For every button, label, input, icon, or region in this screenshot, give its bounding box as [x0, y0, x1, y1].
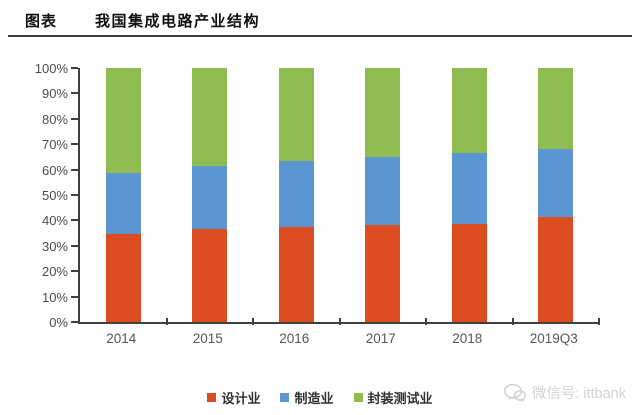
bar-segment-manufacturing-2019Q3 [538, 149, 574, 217]
y-tick [71, 244, 78, 247]
watermark: 微信号: ittbank [503, 382, 626, 403]
y-tick [71, 92, 78, 95]
x-axis-label-2019Q3: 2019Q3 [529, 331, 578, 346]
bar-segment-manufacturing-2016 [278, 160, 314, 227]
figure-label: 图表 [25, 12, 58, 30]
x-tick [252, 318, 254, 325]
bar-segment-design-2017 [365, 225, 401, 322]
x-tick [598, 318, 600, 325]
header-divider [8, 35, 632, 37]
y-tick-label: 100% [34, 61, 68, 76]
x-tick [165, 318, 168, 325]
y-tick [71, 117, 78, 120]
x-axis-label-2014: 2014 [106, 331, 137, 346]
y-tick [71, 321, 78, 323]
y-tick [71, 219, 78, 222]
y-tick-label: 30% [41, 238, 68, 254]
bar-segment-packaging-testing-2017 [365, 68, 401, 157]
figure-title: 我国集成电路产业结构 [95, 12, 261, 30]
y-tick [71, 194, 78, 196]
legend-swatch-packaging-testing [353, 393, 363, 402]
bar-segment-packaging-testing-2014 [105, 68, 141, 174]
y-tick-label: 60% [41, 162, 68, 178]
legend-label-manufacturing: 制造业 [294, 392, 334, 407]
plot-area [71, 67, 600, 325]
x-tick [425, 318, 427, 325]
bar-segment-manufacturing-2014 [105, 173, 141, 235]
y-tick-label: 90% [41, 86, 68, 102]
bar-segment-design-2016 [278, 226, 314, 322]
y-axis-labels: 0% 10% 20% 30% 40% 50% 60% 70% 80% 90% 100% [0, 0, 70, 415]
x-axis-label-2017: 2017 [365, 331, 396, 346]
x-tick [338, 318, 341, 325]
bar-segment-design-2015 [192, 229, 228, 322]
legend-label-design: 设计业 [221, 392, 261, 407]
legend-item-manufacturing: 制造业 [280, 388, 334, 407]
x-tick [511, 318, 514, 325]
y-tick-label: 70% [41, 137, 68, 153]
y-tick-label: 80% [41, 111, 68, 127]
legend-swatch-manufacturing [280, 393, 290, 402]
bar-segment-manufacturing-2015 [192, 165, 228, 230]
bar-segment-packaging-testing-2016 [278, 68, 314, 161]
legend-item-packaging-testing: 封装测试业 [353, 388, 433, 407]
chart-legend: 设计业 制造业 封装测试业 [0, 388, 640, 407]
y-tick-label: 0% [49, 315, 68, 330]
x-axis-labels: 2014 2015 2016 2017 2018 2019Q3 [78, 331, 597, 351]
y-tick [71, 270, 78, 273]
y-tick-label: 20% [41, 264, 68, 280]
y-tick [71, 168, 78, 171]
y-tick [71, 67, 78, 69]
legend-label-packaging-testing: 封装测试业 [367, 392, 433, 407]
bar-segment-manufacturing-2017 [365, 156, 401, 226]
watermark-text: 微信号: ittbank [531, 386, 626, 402]
wechat-icon [503, 383, 526, 402]
bar-segment-packaging-testing-2018 [451, 68, 487, 154]
bar-segment-manufacturing-2018 [451, 153, 487, 225]
y-tick-label: 10% [41, 289, 68, 305]
bar-segment-design-2018 [451, 224, 487, 322]
bar-segment-packaging-testing-2015 [192, 68, 228, 166]
legend-swatch-design [207, 393, 217, 402]
y-tick [71, 143, 78, 146]
y-tick-label: 50% [41, 188, 68, 203]
x-axis-label-2016: 2016 [279, 331, 310, 346]
x-axis-label-2015: 2015 [192, 331, 223, 346]
y-tick [71, 295, 78, 298]
legend-item-design: 设计业 [207, 388, 260, 407]
x-axis-label-2018: 2018 [452, 331, 483, 346]
y-tick-label: 40% [41, 213, 68, 229]
bar-segment-design-2019Q3 [538, 216, 574, 322]
bar-segment-packaging-testing-2019Q3 [538, 68, 574, 150]
bar-segment-design-2014 [105, 234, 141, 322]
